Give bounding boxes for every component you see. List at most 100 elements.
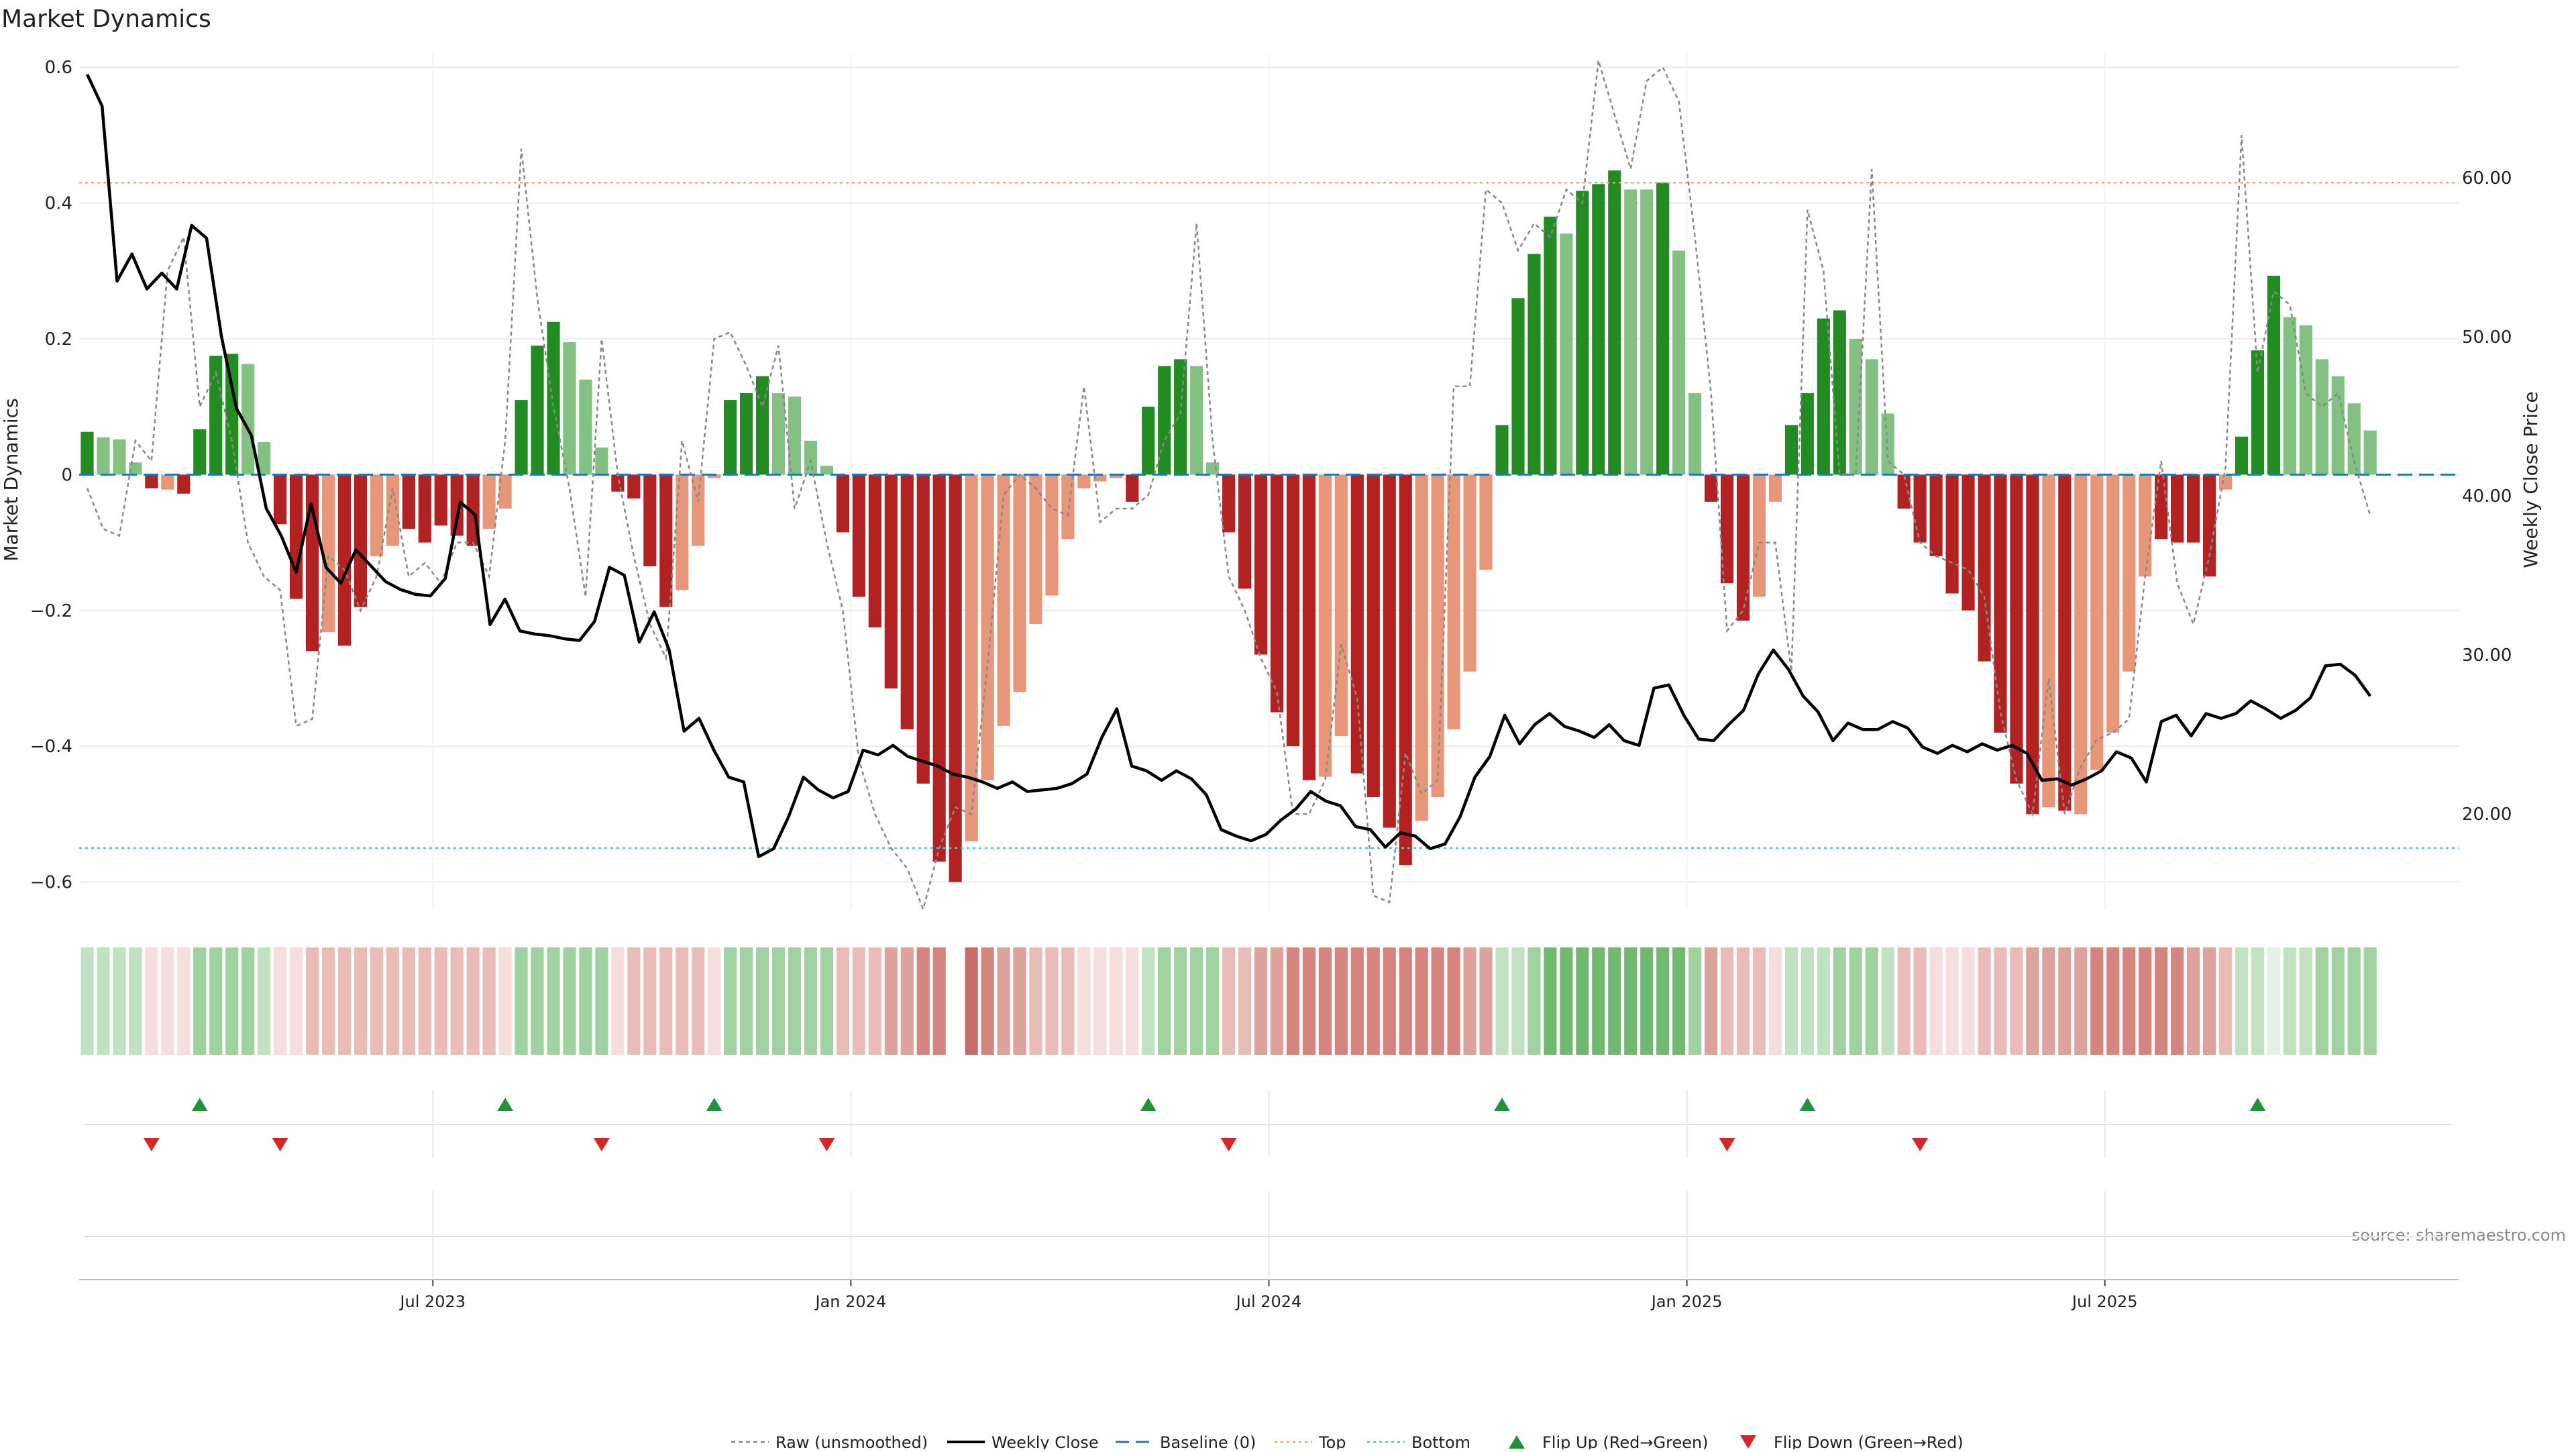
md-bar [2058, 474, 2072, 811]
regime-strip-cell [2202, 947, 2216, 1055]
legend-flip-down-swatch [1740, 1435, 1756, 1449]
y-tick-label-left: 0.2 [45, 329, 72, 350]
md-bar [884, 474, 898, 689]
regime-strip-cell [1576, 947, 1589, 1055]
regime-strip-cell [1560, 947, 1573, 1055]
regime-strip-cell [2235, 947, 2249, 1055]
regime-strip-cell [820, 947, 834, 1055]
md-bar [402, 474, 415, 529]
regime-strip-cell [1720, 947, 1734, 1055]
md-bar [1656, 183, 1670, 475]
flip-down-marker [818, 1138, 835, 1151]
regime-strip-cell [1029, 947, 1042, 1055]
md-bar [113, 439, 126, 475]
md-bar [1929, 474, 1943, 556]
regime-strip-cell [1431, 947, 1444, 1055]
md-bar [611, 474, 625, 492]
regime-strip-cell [2331, 947, 2345, 1055]
regime-strip-cell [225, 947, 239, 1055]
regime-strip-cell [1865, 947, 1878, 1055]
md-bar [965, 474, 978, 841]
flip-down-marker [1912, 1138, 1929, 1151]
y-tick-label-left: −0.6 [30, 873, 72, 893]
md-bar [1784, 425, 1798, 475]
md-bar [337, 474, 352, 646]
regime-strip-cell [531, 947, 544, 1055]
regime-strip-cell [450, 947, 464, 1055]
regime-strip-cell [1881, 947, 1894, 1055]
md-bar [643, 474, 657, 566]
y-tick-label-right: 50.00 [2462, 327, 2512, 348]
md-bar [788, 397, 802, 475]
flip-up-marker [706, 1098, 722, 1111]
regime-strip-cell [1801, 947, 1814, 1055]
legend-label-baseline: Baseline (0) [1160, 1433, 1256, 1449]
x-tick-label: Jul 2024 [1235, 1292, 1302, 1311]
axes: 0.6 0.4 0.2 0 −0.2 −0.4 −0.6 60.00 50.00 40.00 30.… [30, 58, 2512, 1311]
regime-strip-cell [2251, 947, 2265, 1055]
regime-strip-cell [2186, 947, 2200, 1055]
regime-strip-cell [1077, 947, 1091, 1055]
md-bar [498, 474, 512, 509]
md-bar [804, 440, 818, 475]
regime-strip-cell [1190, 947, 1203, 1055]
md-bar [289, 474, 303, 599]
md-bar [1270, 474, 1284, 713]
y-tick-label-right: 30.00 [2462, 645, 2512, 666]
md-bar [2186, 474, 2200, 543]
regime-strip-cell [498, 947, 512, 1055]
md-bar [1881, 413, 1894, 475]
md-bar [1897, 474, 1911, 509]
flip-down-marker [272, 1138, 288, 1151]
regime-strip-cell [1399, 947, 1412, 1055]
regime-strip-cell [1640, 947, 1654, 1055]
md-bar [692, 474, 705, 546]
regime-strip-cell [1817, 947, 1830, 1055]
regime-strip-cell [129, 947, 142, 1055]
regime-strip-cell [305, 947, 319, 1055]
md-bar [949, 474, 962, 882]
md-bar [2363, 430, 2377, 475]
md-bar [1865, 359, 1878, 475]
md-bar [1688, 393, 1702, 475]
y-tick-label-right: 20.00 [2462, 805, 2512, 825]
regime-strip-cell [627, 947, 641, 1055]
md-bar [1222, 474, 1236, 533]
md-bar [2074, 474, 2088, 815]
md-bar [1077, 474, 1091, 488]
md-bar [1045, 474, 1059, 596]
regime-strip-cell [1608, 947, 1621, 1055]
regime-strip [80, 947, 2377, 1055]
md-bar [2218, 474, 2233, 490]
md-bar [1093, 474, 1107, 482]
regime-strip-cell [1656, 947, 1670, 1055]
md-bar [2267, 275, 2280, 475]
y-axis-left-label: Market Dynamics [0, 398, 22, 561]
md-bar [434, 474, 447, 526]
md-bar [771, 393, 786, 475]
regime-strip-cell [337, 947, 352, 1055]
regime-strip-cell [2299, 947, 2312, 1055]
flip-up-marker [2249, 1098, 2266, 1111]
md-bar [755, 376, 769, 475]
regime-strip-cell [708, 947, 721, 1055]
regime-strip-cell [1142, 947, 1155, 1055]
md-bar [1962, 474, 1975, 611]
md-bar [1206, 462, 1220, 475]
regime-strip-cell [868, 947, 881, 1055]
md-bar [1560, 234, 1573, 475]
md-bar [370, 474, 383, 556]
regime-strip-cell [1447, 947, 1460, 1055]
regime-strip-cell [900, 947, 914, 1055]
regime-strip-cell [1045, 947, 1059, 1055]
md-bar [916, 474, 930, 784]
md-bar [2155, 474, 2168, 539]
regime-strip-cell [676, 947, 689, 1055]
md-bar [820, 466, 834, 475]
regime-strip-cell [788, 947, 802, 1055]
md-bar [724, 400, 737, 475]
regime-strip-cell [1688, 947, 1702, 1055]
md-bar [2235, 436, 2249, 475]
flip-down-marker [1220, 1138, 1237, 1151]
